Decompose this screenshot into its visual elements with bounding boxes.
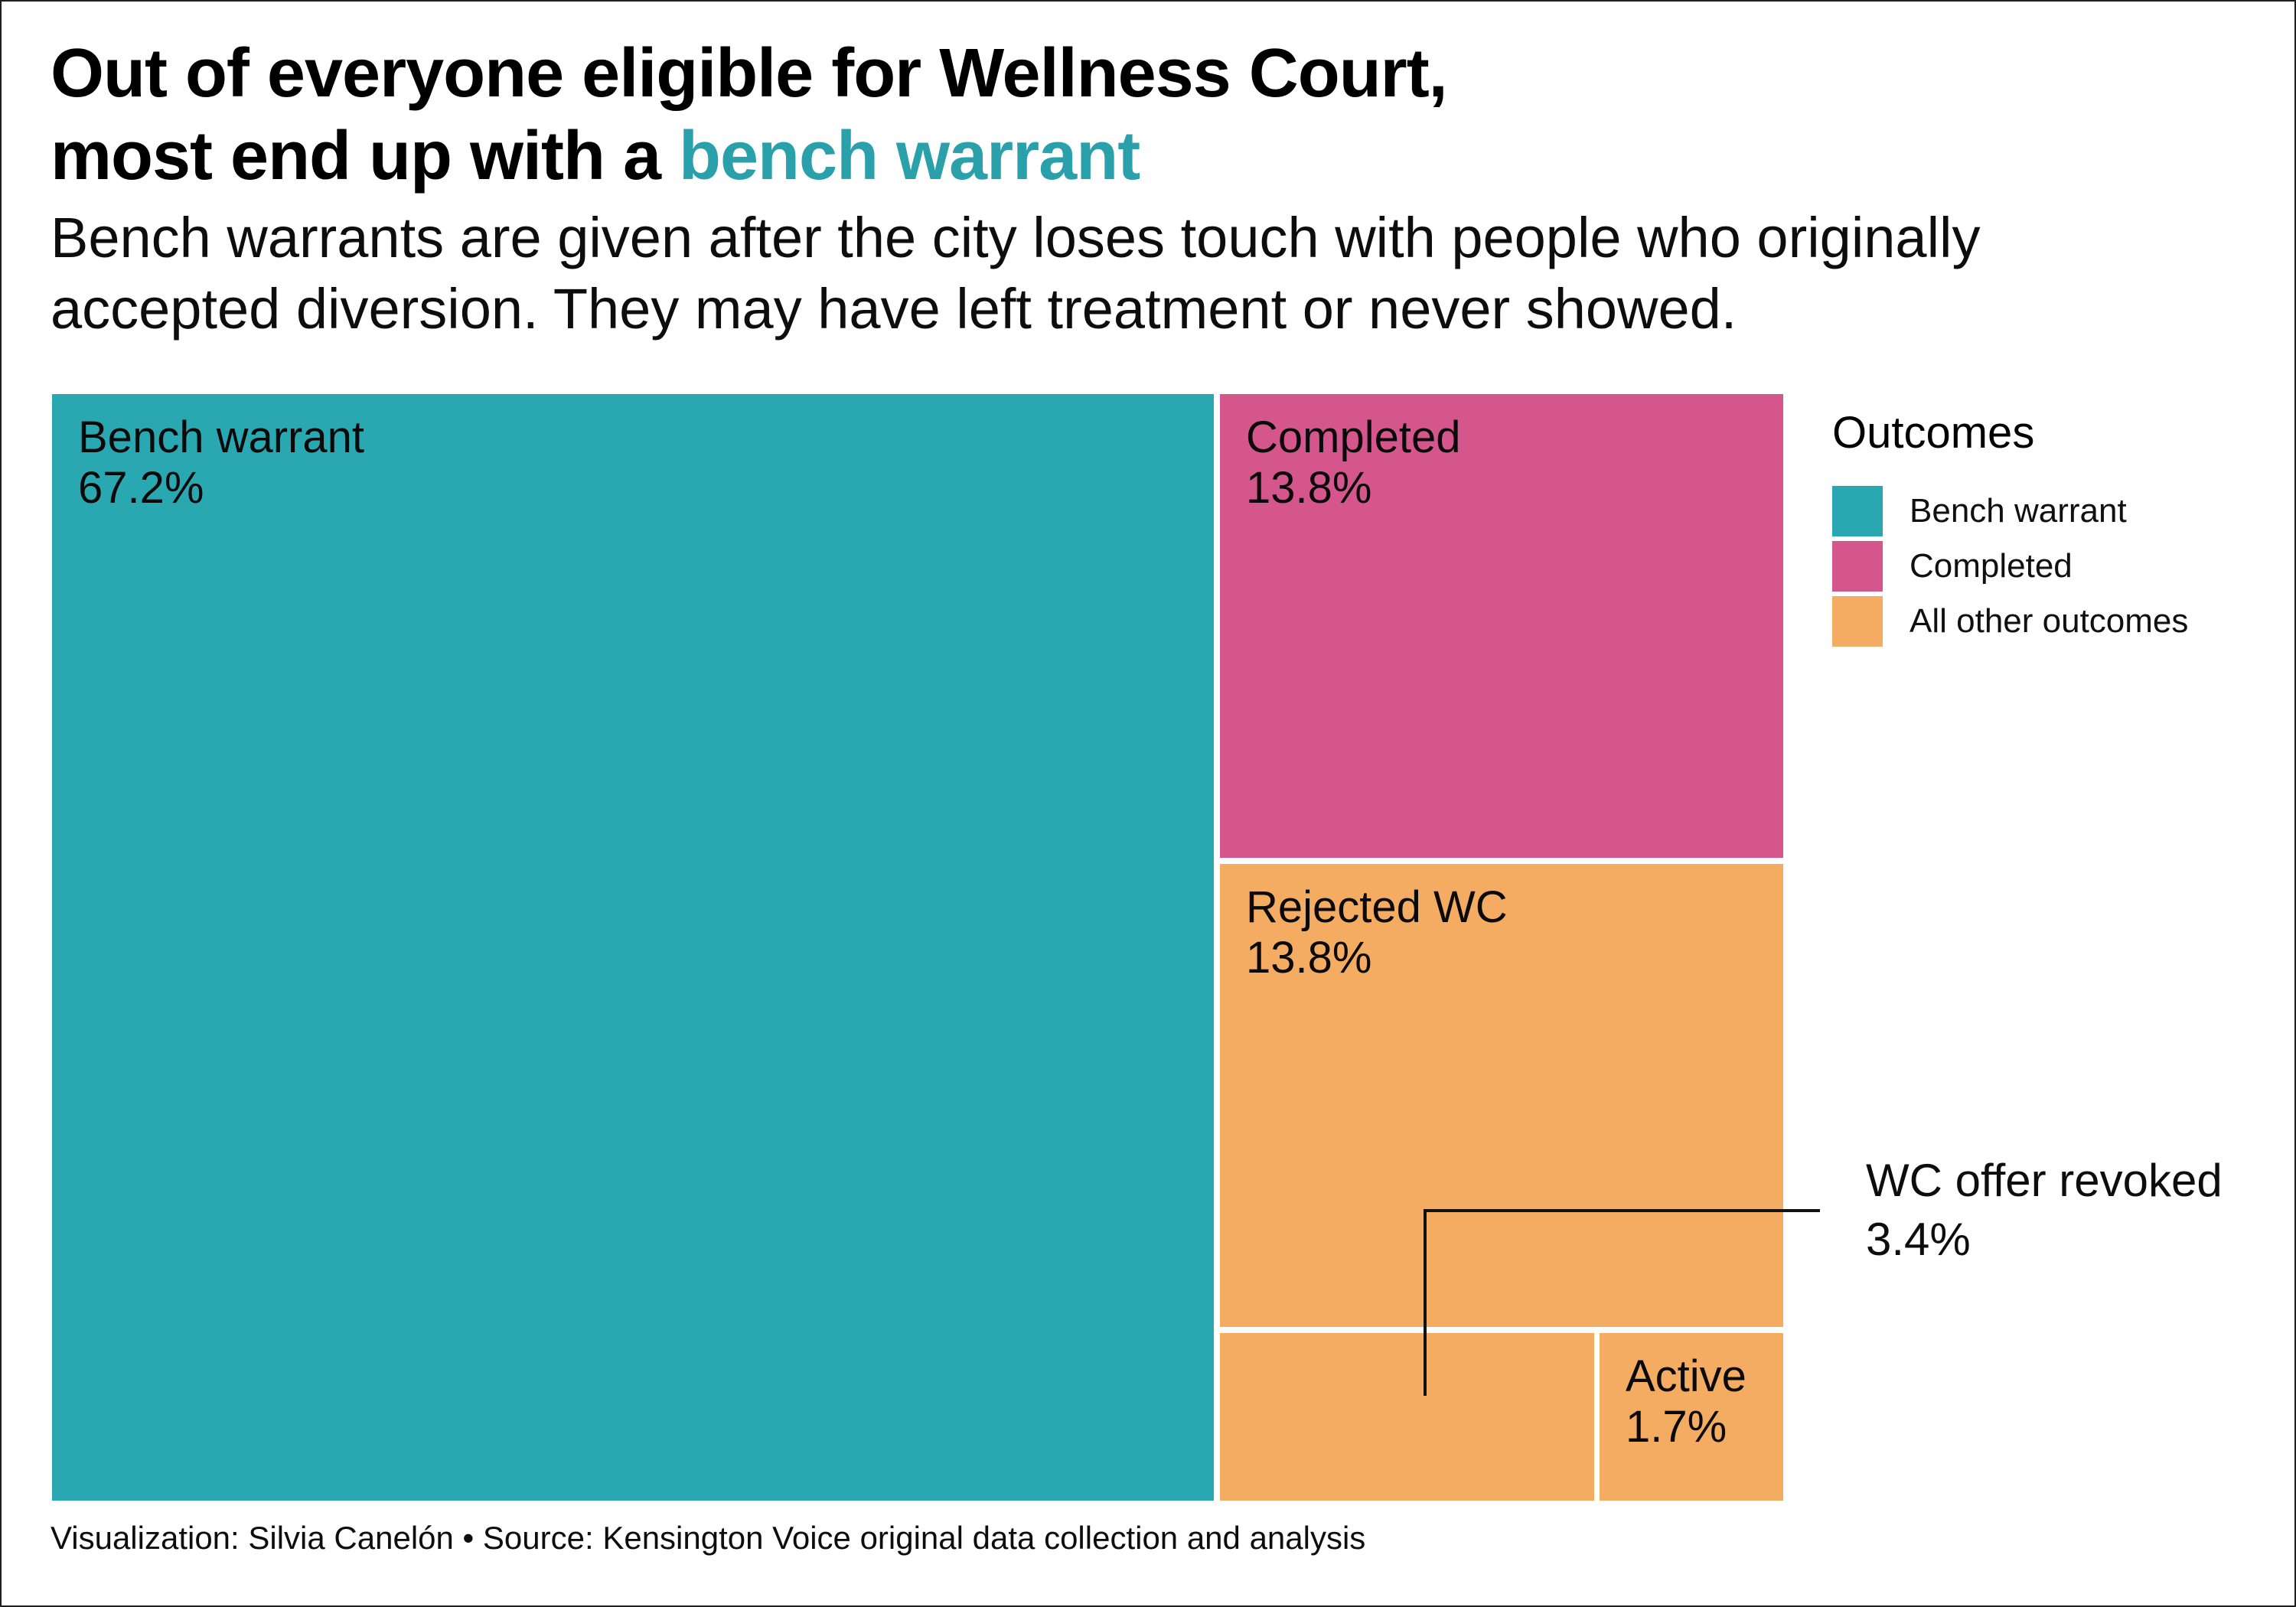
legend-item-completed: Completed	[1832, 541, 2073, 592]
treemap-tile-completed: Completed 13.8%	[1220, 394, 1783, 858]
tile-label-active: Active 1.7%	[1600, 1333, 1783, 1471]
legend-label: All other outcomes	[1910, 602, 2189, 640]
tile-value: 67.2%	[78, 463, 204, 513]
legend-item-all-other-outcomes: All other outcomes	[1832, 596, 2188, 647]
treemap-tile-wc-offer-revoked	[1220, 1333, 1594, 1501]
tile-value: 1.7%	[1626, 1402, 1727, 1452]
annotation-leader-line-horizontal	[1424, 1209, 1820, 1212]
chart-subtitle-line1: Bench warrants are given after the city …	[51, 206, 1981, 269]
annotation-label: WC offer revoked	[1866, 1155, 2223, 1206]
footer-credit: Visualization: Silvia Canelón • Source: …	[51, 1520, 1366, 1556]
annotation-value: 3.4%	[1866, 1214, 1971, 1265]
legend-label: Completed	[1910, 547, 2073, 585]
chart-title-line2-prefix: most end up with a	[51, 118, 680, 194]
chart-title-line2: most end up with a bench warrant	[51, 115, 1447, 197]
chart-subtitle-line2: accepted diversion. They may have left t…	[51, 277, 1737, 341]
tile-label-completed: Completed 13.8%	[1220, 394, 1783, 532]
legend-label: Bench warrant	[1910, 492, 2127, 530]
treemap-tile-bench-warrant: Bench warrant 67.2%	[52, 394, 1214, 1501]
treemap-tile-active: Active 1.7%	[1600, 1333, 1783, 1501]
tile-label-rejected-wc: Rejected WC 13.8%	[1220, 864, 1783, 1002]
tile-value: 13.8%	[1246, 933, 1372, 983]
treemap-tile-rejected-wc: Rejected WC 13.8%	[1220, 864, 1783, 1327]
legend-swatch-pink	[1832, 541, 1883, 592]
legend-swatch-orange	[1832, 596, 1883, 647]
tile-name: Bench warrant	[78, 412, 364, 462]
tile-name: Active	[1626, 1351, 1746, 1401]
legend-swatch-teal	[1832, 486, 1883, 536]
treemap: Bench warrant 67.2% Completed 13.8% Reje…	[52, 394, 1783, 1501]
annotation-leader-line-vertical	[1424, 1209, 1427, 1396]
legend-title: Outcomes	[1832, 408, 2035, 458]
tile-name: Completed	[1246, 412, 1461, 462]
chart-title-highlight: bench warrant	[679, 118, 1140, 194]
legend-item-bench-warrant: Bench warrant	[1832, 486, 2127, 536]
tile-name: Rejected WC	[1246, 882, 1508, 932]
tile-value: 13.8%	[1246, 463, 1372, 513]
chart-title: Out of everyone eligible for Wellness Co…	[51, 32, 1448, 197]
tile-label-bench-warrant: Bench warrant 67.2%	[52, 394, 1214, 532]
annotation-wc-offer-revoked: WC offer revoked 3.4%	[1866, 1151, 2223, 1269]
chart-subtitle: Bench warrants are given after the city …	[51, 202, 1980, 344]
chart-title-line1: Out of everyone eligible for Wellness Co…	[51, 35, 1448, 112]
